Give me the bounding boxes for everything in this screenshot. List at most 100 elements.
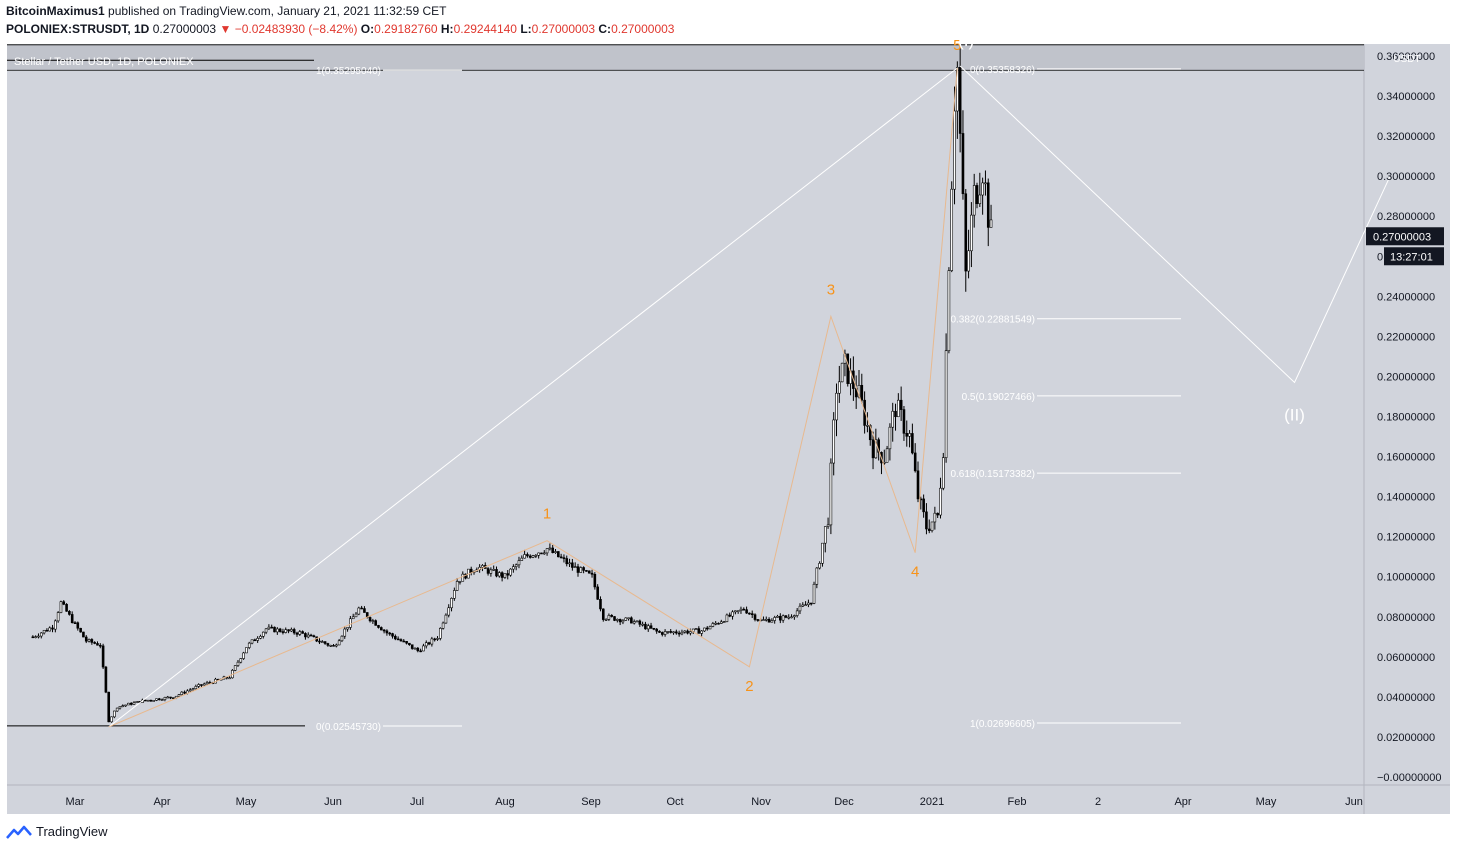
resistance-band[interactable] (7, 44, 1364, 71)
candle-body[interactable] (129, 702, 133, 705)
candle-body[interactable] (585, 570, 588, 572)
candle-body[interactable] (790, 616, 793, 619)
candle-body[interactable] (956, 67, 959, 112)
candle-body[interactable] (495, 569, 498, 577)
candle-body[interactable] (514, 564, 518, 567)
candle-body[interactable] (410, 644, 414, 649)
candle-body[interactable] (562, 557, 566, 559)
candle-body[interactable] (520, 557, 524, 561)
candle-body[interactable] (320, 641, 324, 643)
candle-body[interactable] (39, 632, 43, 637)
candle-body[interactable] (930, 521, 934, 531)
candle-body[interactable] (270, 626, 274, 629)
tradingview-logo[interactable]: TradingView (6, 824, 108, 839)
candle-body[interactable] (753, 614, 757, 620)
candle-body[interactable] (593, 573, 597, 588)
candle-body[interactable] (986, 182, 990, 228)
candle-body[interactable] (542, 552, 546, 555)
candle-body[interactable] (897, 399, 900, 418)
candle-body[interactable] (571, 562, 574, 568)
subwave-path[interactable] (108, 67, 958, 728)
candle-body[interactable] (764, 618, 768, 621)
candle-body[interactable] (630, 617, 633, 624)
candle-body[interactable] (172, 697, 175, 699)
candle-body[interactable] (731, 611, 734, 617)
candle-body[interactable] (975, 185, 979, 205)
candle-body[interactable] (933, 512, 937, 523)
candle-body[interactable] (717, 622, 720, 625)
candle-body[interactable] (846, 353, 850, 384)
candle-body[interactable] (568, 562, 571, 565)
candle-body[interactable] (821, 542, 824, 564)
candle-body[interactable] (498, 572, 501, 577)
candle-body[interactable] (989, 219, 993, 228)
candle-body[interactable] (104, 666, 108, 693)
impulse-trend-line[interactable] (108, 67, 958, 728)
candle-body[interactable] (939, 487, 942, 516)
candle-body[interactable] (51, 627, 54, 630)
candle-body[interactable] (672, 631, 675, 634)
candle-body[interactable] (818, 563, 821, 569)
candle-body[interactable] (607, 615, 611, 620)
candle-body[interactable] (655, 628, 658, 632)
candle-body[interactable] (748, 612, 751, 615)
candle-body[interactable] (719, 621, 723, 624)
candle-body[interactable] (45, 629, 49, 632)
candle-body[interactable] (101, 645, 105, 668)
candle-body[interactable] (166, 696, 170, 699)
candle-body[interactable] (461, 573, 465, 582)
candle-body[interactable] (528, 555, 532, 558)
candle-body[interactable] (455, 581, 459, 591)
candle-body[interactable] (644, 623, 647, 630)
candle-body[interactable] (734, 610, 737, 613)
candle-body[interactable] (506, 573, 510, 576)
candle-body[interactable] (424, 642, 428, 647)
candle-body[interactable] (281, 631, 285, 633)
candle-body[interactable] (76, 622, 80, 629)
candle-body[interactable] (343, 628, 347, 637)
candle-body[interactable] (284, 629, 288, 633)
candle-body[interactable] (736, 610, 740, 612)
candle-body[interactable] (110, 716, 113, 723)
candle-body[interactable] (899, 399, 903, 410)
candle-body[interactable] (278, 628, 282, 632)
candle-body[interactable] (649, 625, 653, 629)
candle-body[interactable] (804, 604, 807, 607)
candle-body[interactable] (762, 619, 765, 621)
candle-body[interactable] (180, 691, 184, 695)
candle-body[interactable] (894, 410, 897, 418)
candle-body[interactable] (728, 614, 732, 617)
candle-body[interactable] (658, 630, 661, 633)
current-price-badge[interactable] (1366, 227, 1444, 246)
candle-body[interactable] (548, 547, 552, 550)
candle-body[interactable] (444, 614, 448, 624)
candle-body[interactable] (916, 470, 920, 500)
candle-body[interactable] (115, 707, 119, 712)
candle-body[interactable] (368, 617, 372, 622)
candle-body[interactable] (191, 688, 195, 691)
candle-body[interactable] (239, 658, 243, 663)
candle-body[interactable] (534, 554, 538, 557)
candle-body[interactable] (158, 698, 161, 701)
candle-body[interactable] (124, 704, 127, 707)
candle-body[interactable] (292, 629, 296, 634)
candle-body[interactable] (413, 647, 417, 650)
candle-body[interactable] (73, 622, 77, 624)
candle-body[interactable] (200, 684, 203, 686)
candle-body[interactable] (118, 706, 122, 709)
candle-body[interactable] (947, 270, 951, 352)
candle-body[interactable] (694, 628, 698, 630)
candle-body[interactable] (913, 452, 917, 472)
candle-body[interactable] (610, 615, 614, 617)
candle-body[interactable] (391, 633, 394, 637)
candle-body[interactable] (54, 620, 57, 630)
candle-body[interactable] (492, 569, 495, 571)
candle-body[interactable] (430, 638, 434, 645)
candle-body[interactable] (183, 691, 186, 694)
candle-body[interactable] (545, 548, 549, 554)
candle-body[interactable] (981, 182, 984, 196)
candle-body[interactable] (807, 602, 810, 606)
candle-body[interactable] (927, 528, 931, 531)
candle-body[interactable] (697, 628, 701, 634)
candle-body[interactable] (438, 628, 442, 639)
